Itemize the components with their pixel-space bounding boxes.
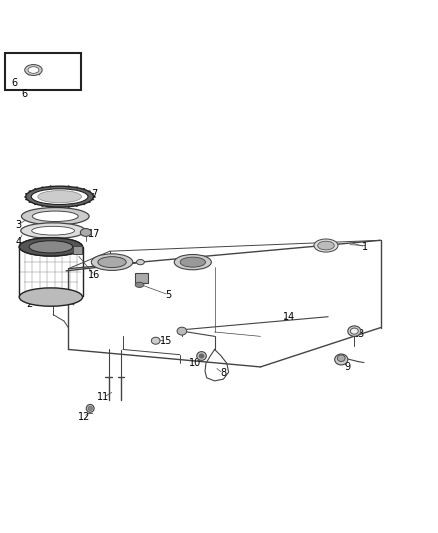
Text: 8: 8 xyxy=(220,368,226,378)
Ellipse shape xyxy=(19,288,82,306)
Ellipse shape xyxy=(29,241,73,253)
Ellipse shape xyxy=(180,257,205,267)
Ellipse shape xyxy=(350,328,358,334)
Ellipse shape xyxy=(28,67,39,74)
Ellipse shape xyxy=(21,207,89,225)
Ellipse shape xyxy=(88,406,92,410)
Text: 14: 14 xyxy=(283,312,295,322)
Ellipse shape xyxy=(197,352,206,360)
Text: 5: 5 xyxy=(166,290,172,300)
Ellipse shape xyxy=(348,326,361,336)
Text: 10: 10 xyxy=(189,358,201,368)
Ellipse shape xyxy=(32,227,74,235)
Text: 16: 16 xyxy=(88,270,101,280)
Text: 17: 17 xyxy=(88,229,101,239)
Ellipse shape xyxy=(98,257,126,268)
Text: 3: 3 xyxy=(15,220,21,230)
Ellipse shape xyxy=(335,354,348,365)
Text: 11: 11 xyxy=(97,392,110,402)
Text: 6: 6 xyxy=(21,89,28,99)
Ellipse shape xyxy=(314,239,338,252)
Ellipse shape xyxy=(21,223,85,239)
Ellipse shape xyxy=(86,405,94,413)
Ellipse shape xyxy=(19,238,82,256)
Bar xyxy=(73,246,82,254)
Ellipse shape xyxy=(135,282,144,287)
Text: 4: 4 xyxy=(15,238,21,247)
Text: 12: 12 xyxy=(78,412,90,422)
Text: 1: 1 xyxy=(362,242,368,252)
Ellipse shape xyxy=(26,186,93,207)
Ellipse shape xyxy=(174,254,212,270)
Ellipse shape xyxy=(81,229,91,236)
Text: 2: 2 xyxy=(26,298,32,309)
Bar xyxy=(135,273,148,283)
Ellipse shape xyxy=(31,189,88,205)
Ellipse shape xyxy=(137,260,145,265)
Ellipse shape xyxy=(199,354,204,358)
Ellipse shape xyxy=(38,190,81,203)
Text: 7: 7 xyxy=(92,189,98,199)
Ellipse shape xyxy=(91,254,133,270)
Text: 6: 6 xyxy=(12,78,18,88)
Ellipse shape xyxy=(25,64,42,76)
Ellipse shape xyxy=(32,211,78,222)
Ellipse shape xyxy=(318,241,334,250)
Ellipse shape xyxy=(177,327,187,335)
Ellipse shape xyxy=(19,238,82,256)
Ellipse shape xyxy=(337,355,345,361)
Bar xyxy=(5,53,81,90)
Text: 13: 13 xyxy=(353,329,365,339)
Ellipse shape xyxy=(151,337,160,344)
Text: 9: 9 xyxy=(345,362,351,372)
Text: 15: 15 xyxy=(160,336,173,346)
